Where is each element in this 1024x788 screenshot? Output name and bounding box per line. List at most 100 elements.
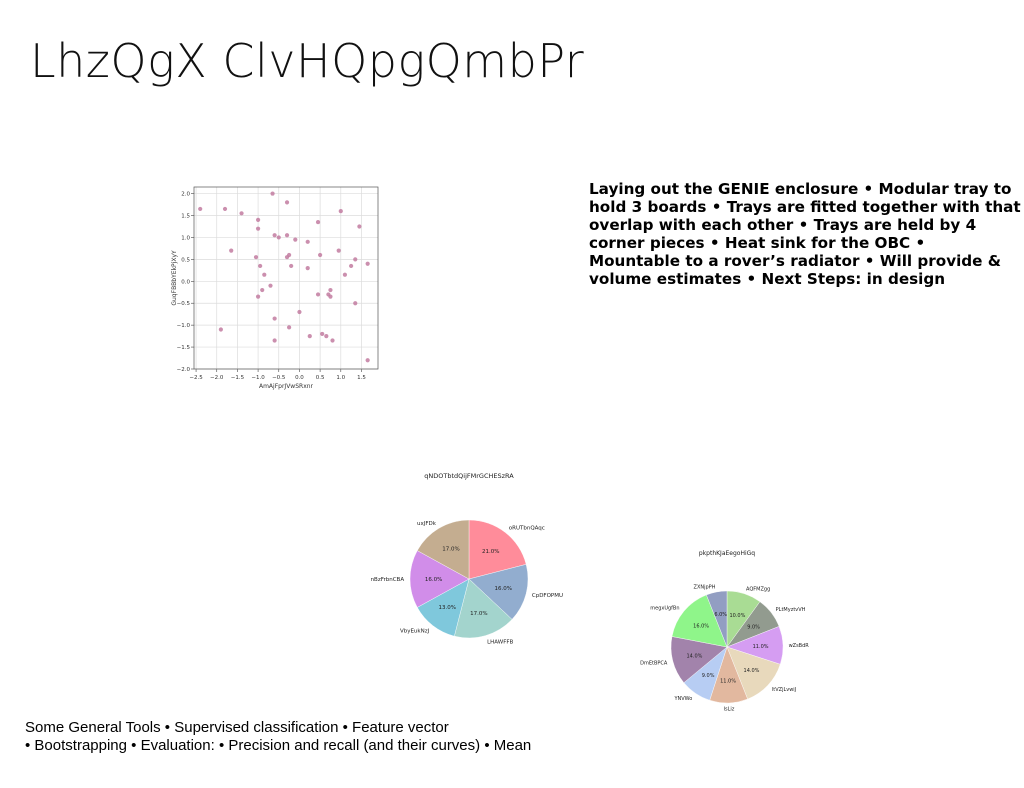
pie-chart-1: qNDOTbtdQijFMrGCHESzRA 21.0% oRUTbnQAqc 16.…	[371, 472, 563, 645]
pie-category-label: oRUTbnQAqc	[509, 526, 545, 532]
y-axis-label: GuqFBBbYEkPjXyY	[171, 250, 178, 306]
pie-category-label: uxJFDk	[417, 521, 437, 527]
scatter-point	[318, 252, 323, 258]
pie-percent-label: 6.0%	[714, 612, 727, 618]
scatter-point	[349, 263, 354, 269]
scatter-point	[260, 287, 265, 293]
scatter-point	[284, 200, 290, 205]
scatter-point	[276, 235, 281, 240]
scatter-point	[272, 316, 277, 321]
scatter-point	[307, 334, 312, 339]
pie-title: pkpthKJaEegoHiGq	[699, 550, 755, 557]
scatter-point	[328, 294, 333, 299]
y-tick-label: −0.5	[177, 301, 191, 307]
x-tick-label: −2.5	[189, 375, 203, 381]
pie-slice	[706, 590, 728, 648]
slide-title: LhzQgX ClvHQpgQmbPr	[30, 34, 585, 88]
scatter-point	[353, 257, 358, 262]
scatter-point	[255, 217, 261, 222]
scatter-point	[229, 248, 234, 253]
pie-chart-2: pkpthKJaEegoHiGq 10.0% AQFMZgg 9.0% PLtMyztv…	[640, 550, 810, 713]
scatter-point	[338, 209, 343, 214]
pie-percent-label: 9.0%	[747, 624, 760, 630]
tools-bullets-line-2: • Bootstrapping • Evaluation: • Precisio…	[25, 737, 532, 754]
y-tick-label: −1.5	[177, 345, 191, 351]
scatter-point	[305, 239, 310, 244]
x-tick-label: 0.5	[316, 375, 325, 381]
scatter-point	[315, 292, 321, 297]
scatter-point	[253, 255, 259, 260]
x-tick-label: −2.0	[210, 375, 224, 381]
pie-percent-label: 16.0%	[495, 586, 512, 592]
pie-percent-label: 21.0%	[482, 549, 499, 555]
scatter-point	[287, 252, 292, 258]
x-tick-label: −0.5	[272, 375, 286, 381]
scatter-point	[320, 331, 325, 337]
pie-slice	[409, 550, 470, 608]
scatter-point	[258, 263, 263, 269]
plot-frame	[193, 186, 379, 370]
scatter-point	[272, 233, 277, 238]
scatter-point	[287, 325, 292, 330]
scatter-point	[324, 334, 329, 339]
pie-category-label: wZsBdR	[789, 643, 810, 649]
scatter-point	[315, 219, 321, 225]
scatter-point	[305, 266, 310, 271]
tools-bullets-text: Some General Tools • Supervised classifi…	[25, 719, 585, 755]
y-tick-label: −1.0	[177, 323, 191, 329]
scatter-point	[357, 224, 362, 229]
y-tick-label: 1.5	[181, 214, 190, 220]
scatter-point	[218, 327, 223, 332]
x-tick-label: −1.0	[251, 375, 265, 381]
pie-percent-label: 10.0%	[729, 613, 745, 619]
scatter-point	[239, 211, 244, 216]
pie-percent-label: 11.0%	[753, 644, 769, 650]
tools-bullets-line-1: Some General Tools • Supervised classifi…	[25, 719, 449, 736]
pie-slice	[454, 578, 513, 639]
pie-percent-label: 13.0%	[439, 605, 456, 611]
y-tick-label: 1.0	[181, 235, 190, 241]
scatter-point	[284, 233, 290, 238]
scatter-point	[272, 338, 277, 343]
pie-category-label: AQFMZgg	[746, 586, 770, 592]
scatter-point	[328, 287, 333, 293]
pie-category-label: PLtMyztvVH	[776, 607, 806, 613]
scatter-point	[365, 358, 370, 363]
scatter-point	[365, 261, 370, 266]
scatter-point	[336, 248, 341, 253]
scatter-point	[330, 338, 335, 343]
scatter-point	[293, 237, 298, 242]
pie-category-label: LHAWFFB	[487, 639, 513, 645]
pie-percent-label: 9.0%	[702, 673, 715, 679]
scatter-point	[268, 283, 273, 288]
pie-category-label: ZXNjpPH	[694, 584, 716, 590]
scatter-point	[262, 272, 267, 277]
scatter-point	[270, 191, 275, 196]
scatter-point	[222, 206, 228, 212]
x-tick-label: 1.5	[357, 375, 366, 381]
pie-percent-label: 14.0%	[687, 653, 703, 659]
pie-percent-label: 17.0%	[470, 611, 487, 617]
pie-category-label: CpDFOPMU	[532, 593, 563, 599]
enclosure-bullets-text: Laying out the GENIE enclosure • Modular…	[589, 180, 1021, 288]
y-tick-label: −2.0	[177, 367, 191, 373]
pie-category-label: VbyEukNzJ	[400, 628, 430, 634]
pie-category-label: ltVZjLvwiJ	[772, 687, 796, 693]
x-tick-label: 0.0	[295, 375, 304, 381]
pie-slice	[468, 564, 529, 620]
x-tick-label: −1.5	[231, 375, 245, 381]
pie-category-label: DmEtBPCA	[640, 660, 668, 666]
pie-percent-label: 11.0%	[720, 679, 736, 685]
pie-slice	[417, 519, 470, 580]
scatter-point	[255, 226, 261, 231]
scatter-point	[342, 272, 348, 277]
scatter-point	[289, 263, 294, 269]
pie-slice	[671, 594, 728, 648]
pie-category-label: IsLiz	[723, 707, 734, 713]
pie-category-label: megxUgfBn	[650, 606, 679, 612]
pie-percent-label: 14.0%	[744, 668, 760, 674]
scatter-point	[297, 309, 302, 315]
scatter-chart: −2.5 −2.0 −1.5 −1.0 −0.5 0.0 0.5 1.0 1.5 −2.0 −1.5…	[171, 186, 379, 390]
pie-percent-label: 17.0%	[442, 547, 459, 553]
y-tick-label: 2.0	[181, 192, 190, 198]
